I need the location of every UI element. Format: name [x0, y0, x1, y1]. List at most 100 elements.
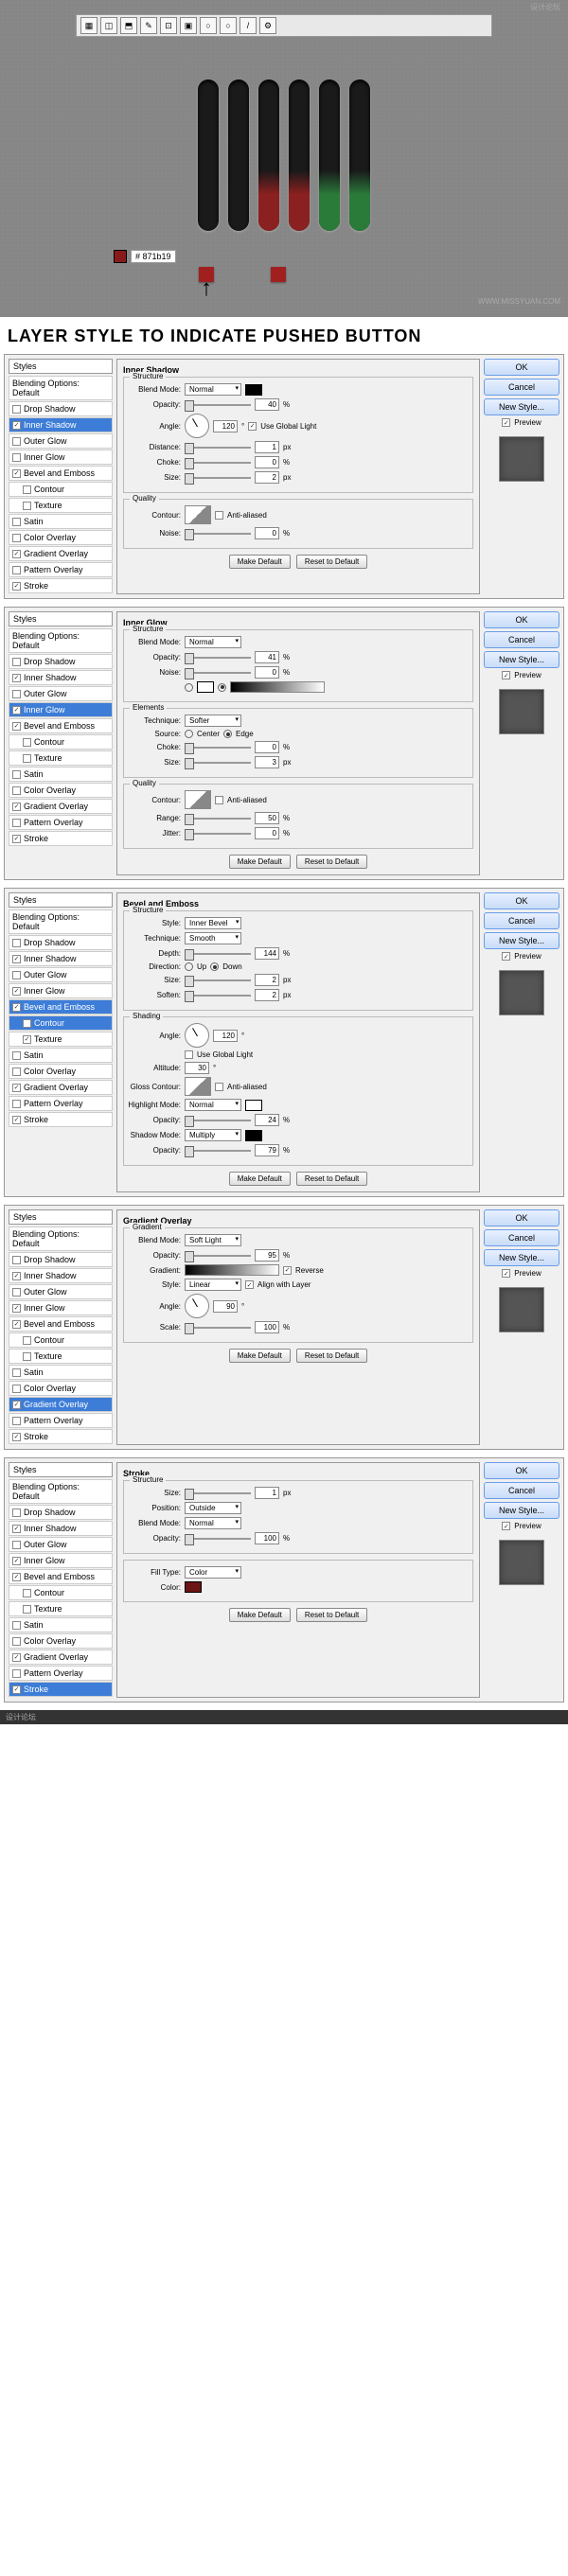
slider[interactable] [185, 657, 251, 659]
value-input[interactable]: 40 [255, 398, 279, 411]
style-item[interactable]: Gradient Overlay [9, 546, 113, 561]
slider[interactable] [185, 404, 251, 406]
style-item[interactable]: Inner Shadow [9, 1521, 113, 1536]
checkbox[interactable] [215, 1083, 223, 1091]
slider[interactable] [185, 462, 251, 464]
dropdown[interactable]: Color [185, 1566, 241, 1579]
style-item[interactable]: Color Overlay [9, 1633, 113, 1649]
style-item[interactable]: Bevel and Emboss [9, 1569, 113, 1584]
style-checkbox[interactable] [12, 518, 21, 526]
style-item[interactable]: Pattern Overlay [9, 1666, 113, 1681]
style-checkbox[interactable] [12, 453, 21, 462]
style-checkbox[interactable] [23, 485, 31, 494]
style-checkbox[interactable] [12, 690, 21, 698]
color-swatch[interactable] [245, 1130, 262, 1141]
style-item[interactable]: Outer Glow [9, 433, 113, 449]
style-item[interactable]: Gradient Overlay [9, 1650, 113, 1665]
style-checkbox[interactable] [12, 1100, 21, 1108]
style-item[interactable]: Outer Glow [9, 1284, 113, 1299]
style-item[interactable]: Stroke [9, 1682, 113, 1697]
style-item[interactable]: Inner Glow [9, 1553, 113, 1568]
reset-default-button[interactable]: Reset to Default [296, 1349, 367, 1363]
value-input[interactable]: 50 [255, 812, 279, 824]
value-input[interactable]: 0 [255, 827, 279, 839]
style-checkbox[interactable] [23, 502, 31, 510]
style-item[interactable]: Texture [9, 750, 113, 766]
angle-dial[interactable] [185, 1023, 209, 1048]
style-item[interactable]: Color Overlay [9, 1064, 113, 1079]
style-item[interactable]: Satin [9, 1617, 113, 1632]
style-checkbox[interactable] [12, 550, 21, 558]
value-input[interactable]: 0 [255, 741, 279, 753]
style-checkbox[interactable] [12, 534, 21, 542]
cancel-button[interactable]: Cancel [484, 1482, 559, 1499]
reset-default-button[interactable]: Reset to Default [296, 1172, 367, 1186]
new-style-button[interactable]: New Style... [484, 1502, 559, 1519]
ok-button[interactable]: OK [484, 1462, 559, 1479]
style-checkbox[interactable] [12, 706, 21, 715]
style-checkbox[interactable] [12, 803, 21, 811]
style-checkbox[interactable] [12, 987, 21, 996]
style-item[interactable]: Bevel and Emboss [9, 1316, 113, 1332]
style-checkbox[interactable] [23, 1352, 31, 1361]
style-item[interactable]: Satin [9, 767, 113, 782]
style-checkbox[interactable] [23, 1035, 31, 1044]
value-input[interactable]: 0 [255, 666, 279, 679]
value-input[interactable]: 24 [255, 1114, 279, 1126]
make-default-button[interactable]: Make Default [229, 1172, 291, 1186]
value-input[interactable]: 100 [255, 1532, 279, 1544]
style-item[interactable]: Texture [9, 1032, 113, 1047]
gradient-picker[interactable] [230, 681, 325, 693]
style-item[interactable]: Contour [9, 482, 113, 497]
style-checkbox[interactable] [12, 1621, 21, 1630]
new-style-button[interactable]: New Style... [484, 651, 559, 668]
style-item[interactable]: Contour [9, 1332, 113, 1348]
style-checkbox[interactable] [12, 1385, 21, 1393]
radio[interactable] [210, 962, 219, 971]
style-checkbox[interactable] [12, 674, 21, 682]
contour-picker[interactable] [185, 1077, 211, 1096]
value-input[interactable]: 2 [255, 471, 279, 484]
style-checkbox[interactable] [12, 658, 21, 666]
style-checkbox[interactable] [12, 1401, 21, 1409]
style-checkbox[interactable] [12, 1685, 21, 1694]
tool-4[interactable]: ✎ [140, 17, 157, 34]
preview-checkbox[interactable] [502, 671, 510, 679]
style-item[interactable]: Drop Shadow [9, 654, 113, 669]
checkbox[interactable] [215, 511, 223, 520]
style-checkbox[interactable] [12, 786, 21, 795]
cancel-button[interactable]: Cancel [484, 912, 559, 929]
ok-button[interactable]: OK [484, 611, 559, 628]
blending-options[interactable]: Blending Options: Default [9, 1226, 113, 1251]
slider[interactable] [185, 953, 251, 955]
style-item[interactable]: Pattern Overlay [9, 1096, 113, 1111]
ok-button[interactable]: OK [484, 359, 559, 376]
ok-button[interactable]: OK [484, 1209, 559, 1226]
radio[interactable] [185, 730, 193, 738]
style-item[interactable]: Inner Shadow [9, 1268, 113, 1283]
style-item[interactable]: Drop Shadow [9, 1252, 113, 1267]
color-swatch[interactable] [245, 1100, 262, 1111]
style-checkbox[interactable] [12, 770, 21, 779]
style-checkbox[interactable] [12, 1368, 21, 1377]
style-item[interactable]: Texture [9, 1349, 113, 1364]
tool-1[interactable]: ▦ [80, 17, 98, 34]
blending-options[interactable]: Blending Options: Default [9, 376, 113, 400]
radio[interactable] [223, 730, 232, 738]
style-checkbox[interactable] [23, 738, 31, 747]
reset-default-button[interactable]: Reset to Default [296, 1608, 367, 1622]
style-item[interactable]: Gradient Overlay [9, 1080, 113, 1095]
tool-8[interactable]: ○ [220, 17, 237, 34]
style-checkbox[interactable] [12, 421, 21, 430]
slider[interactable] [185, 1255, 251, 1257]
blending-options[interactable]: Blending Options: Default [9, 628, 113, 653]
dropdown[interactable]: Soft Light [185, 1234, 241, 1246]
slider[interactable] [185, 818, 251, 820]
blending-options[interactable]: Blending Options: Default [9, 909, 113, 934]
style-item[interactable]: Color Overlay [9, 783, 113, 798]
style-item[interactable]: Bevel and Emboss [9, 466, 113, 481]
style-checkbox[interactable] [12, 1417, 21, 1425]
style-item[interactable]: Pattern Overlay [9, 562, 113, 577]
slider[interactable] [185, 533, 251, 535]
style-checkbox[interactable] [12, 405, 21, 414]
